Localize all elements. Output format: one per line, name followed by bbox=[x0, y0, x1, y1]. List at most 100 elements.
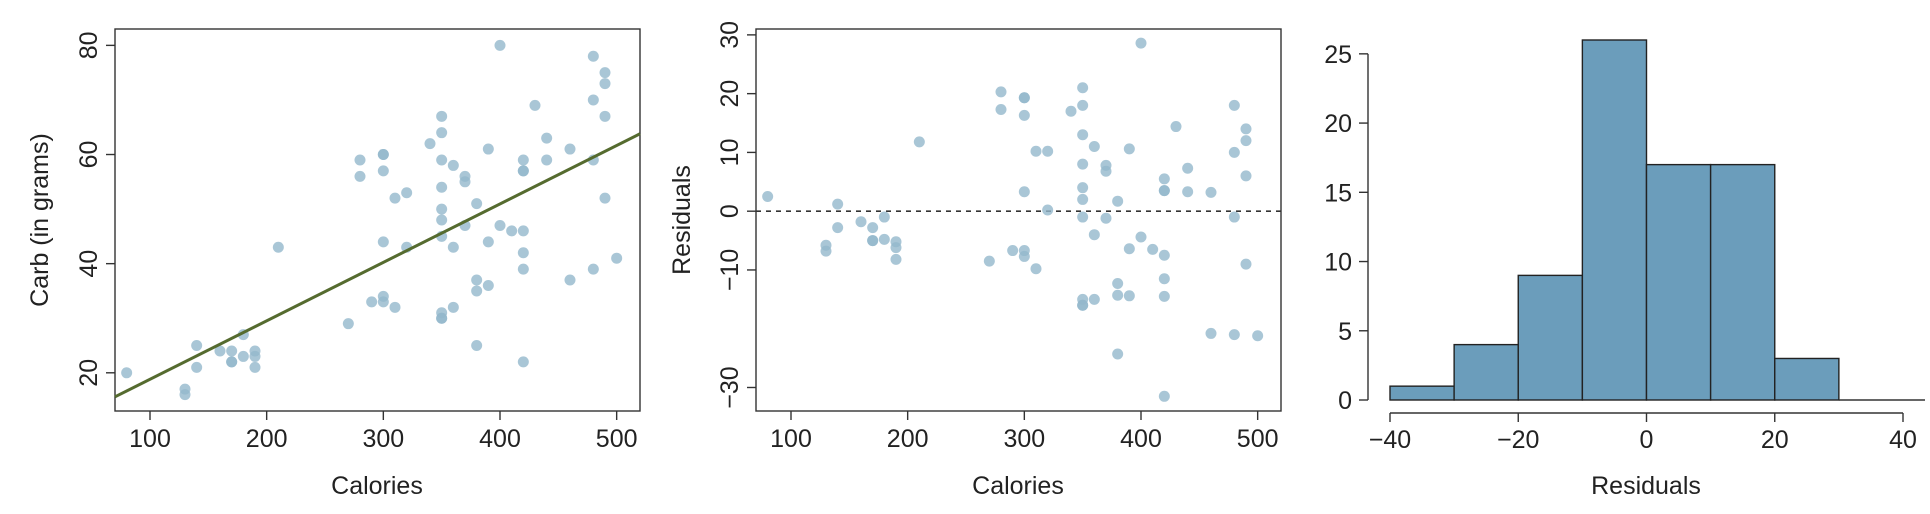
data-point bbox=[1182, 162, 1194, 174]
data-point bbox=[517, 154, 529, 166]
data-point bbox=[1112, 289, 1124, 301]
data-point bbox=[1135, 231, 1147, 243]
histogram-bar bbox=[1389, 385, 1455, 401]
x-axis: −40 −20 0 20 40 bbox=[1369, 412, 1917, 454]
data-point bbox=[1158, 290, 1170, 302]
data-point bbox=[1158, 273, 1170, 285]
x-tick-label: 100 bbox=[129, 425, 171, 453]
data-point bbox=[1123, 243, 1135, 255]
data-point bbox=[599, 78, 611, 90]
y-tick-label: 30 bbox=[716, 21, 744, 49]
data-point bbox=[377, 165, 389, 177]
data-point bbox=[1112, 348, 1124, 360]
data-point bbox=[1018, 109, 1030, 121]
data-point bbox=[599, 67, 611, 79]
plot-frame bbox=[755, 28, 1282, 412]
x-axis-title: Calories bbox=[972, 472, 1064, 500]
x-tick-label: 300 bbox=[362, 425, 404, 453]
data-point bbox=[436, 312, 448, 324]
data-point bbox=[611, 252, 623, 264]
data-point bbox=[1100, 212, 1112, 224]
data-point bbox=[377, 149, 389, 161]
y-tick-label: 10 bbox=[1324, 249, 1352, 277]
data-point bbox=[436, 181, 448, 193]
data-point bbox=[1030, 145, 1042, 157]
x-axis: 100 200 300 400 500 bbox=[129, 411, 638, 453]
data-point bbox=[1158, 185, 1170, 197]
data-point bbox=[494, 39, 506, 51]
y-tick-label: 60 bbox=[75, 141, 103, 169]
data-point bbox=[401, 187, 413, 199]
data-point bbox=[1228, 211, 1240, 223]
x-tick-label: 400 bbox=[1120, 425, 1162, 453]
data-point bbox=[1018, 92, 1030, 104]
data-point bbox=[1240, 258, 1252, 270]
data-point bbox=[494, 219, 506, 231]
data-point bbox=[1228, 329, 1240, 341]
y-axis-title: Carb (in grams) bbox=[26, 133, 54, 307]
x-axis-title: Calories bbox=[331, 472, 423, 500]
data-point bbox=[517, 225, 529, 237]
y-tick-label: 0 bbox=[716, 204, 744, 218]
data-point bbox=[1077, 82, 1089, 94]
data-point bbox=[1112, 277, 1124, 289]
plot-frame bbox=[114, 28, 641, 412]
data-point bbox=[983, 255, 995, 267]
x-tick-label: 20 bbox=[1761, 426, 1789, 454]
data-point bbox=[214, 345, 226, 357]
data-point bbox=[342, 318, 354, 330]
histogram-bar bbox=[1645, 163, 1712, 401]
x-tick-label: 500 bbox=[596, 425, 638, 453]
data-point bbox=[1077, 193, 1089, 205]
histogram-bar bbox=[1581, 39, 1648, 401]
data-point bbox=[1007, 245, 1019, 257]
data-point bbox=[272, 241, 284, 253]
histogram-bar bbox=[1453, 343, 1519, 401]
data-point bbox=[1018, 250, 1030, 262]
data-point bbox=[1240, 123, 1252, 135]
y-axis: 20 40 60 80 bbox=[75, 31, 115, 387]
y-tick-label: 5 bbox=[1338, 318, 1352, 346]
data-point bbox=[541, 132, 553, 144]
data-point bbox=[1077, 129, 1089, 141]
data-point bbox=[1088, 293, 1100, 305]
data-point bbox=[354, 170, 366, 182]
y-axis-title: Residuals bbox=[668, 165, 696, 275]
data-points bbox=[762, 37, 1264, 402]
data-point bbox=[237, 350, 249, 362]
x-tick-label: 100 bbox=[770, 425, 812, 453]
data-point bbox=[1112, 195, 1124, 207]
x-tick-label: 200 bbox=[246, 425, 288, 453]
data-point bbox=[471, 285, 483, 297]
data-point bbox=[191, 340, 203, 352]
data-point bbox=[436, 154, 448, 166]
x-tick-label: 40 bbox=[1889, 426, 1917, 454]
data-point bbox=[249, 361, 261, 373]
data-point bbox=[599, 192, 611, 204]
data-point bbox=[436, 127, 448, 139]
data-point bbox=[354, 154, 366, 166]
data-point bbox=[762, 190, 774, 202]
y-tick-label: 20 bbox=[1324, 110, 1352, 138]
data-point bbox=[1077, 182, 1089, 194]
data-point bbox=[517, 247, 529, 259]
data-point bbox=[1158, 173, 1170, 185]
data-point bbox=[832, 222, 844, 234]
data-point bbox=[459, 176, 471, 188]
data-point bbox=[226, 356, 238, 368]
data-point bbox=[1123, 143, 1135, 155]
data-point bbox=[436, 110, 448, 122]
x-tick-label: −20 bbox=[1497, 426, 1539, 454]
data-point bbox=[517, 263, 529, 275]
panel-carb-vs-calories: 100 200 300 400 500 20 40 60 80 Calories Carb (… bbox=[26, 28, 641, 500]
data-point bbox=[1205, 186, 1217, 198]
x-tick-label: −40 bbox=[1369, 426, 1411, 454]
data-point bbox=[1147, 243, 1159, 255]
data-point bbox=[471, 340, 483, 352]
x-tick-label: 0 bbox=[1640, 426, 1654, 454]
data-point bbox=[121, 367, 133, 379]
x-tick-label: 400 bbox=[479, 425, 521, 453]
data-point bbox=[1077, 158, 1089, 170]
data-point bbox=[587, 94, 599, 106]
y-tick-label: 20 bbox=[75, 359, 103, 387]
